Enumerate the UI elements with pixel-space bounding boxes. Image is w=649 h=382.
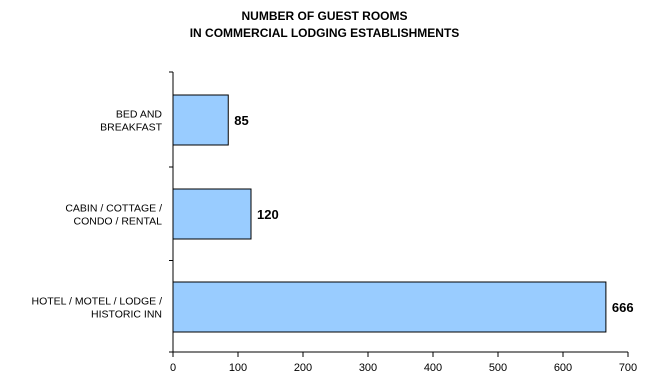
bar-2 bbox=[172, 281, 607, 333]
category-label-2-line-1: HISTORIC INN bbox=[91, 309, 162, 321]
data-label-0: 85 bbox=[234, 113, 248, 128]
x-tick-label-300: 300 bbox=[359, 362, 377, 374]
x-tick-label-200: 200 bbox=[294, 362, 312, 374]
chart-title-line-1: NUMBER OF GUEST ROOMS bbox=[241, 9, 408, 23]
x-tick-label-0: 0 bbox=[170, 362, 176, 374]
x-tick-label-700: 700 bbox=[619, 362, 637, 374]
chart-title-line-2: IN COMMERCIAL LODGING ESTABLISHMENTS bbox=[189, 26, 460, 40]
category-label-1-line-0: CABIN / COTTAGE / bbox=[65, 203, 162, 215]
bar-1 bbox=[172, 188, 252, 240]
x-tick-label-400: 400 bbox=[424, 362, 442, 374]
category-label-0-line-1: BREAKFAST bbox=[100, 122, 162, 134]
data-label-1: 120 bbox=[257, 207, 279, 222]
category-label-0-line-0: BED AND bbox=[116, 109, 163, 121]
x-tick-label-100: 100 bbox=[229, 362, 247, 374]
chart-title: NUMBER OF GUEST ROOMS IN COMMERCIAL LODG… bbox=[0, 8, 649, 42]
bar-0 bbox=[172, 94, 229, 146]
x-tick-label-600: 600 bbox=[554, 362, 572, 374]
x-tick-label-500: 500 bbox=[489, 362, 507, 374]
category-label-2-line-0: HOTEL / MOTEL / LODGE / bbox=[32, 296, 163, 308]
category-label-1-line-1: CONDO / RENTAL bbox=[74, 216, 163, 228]
data-label-2: 666 bbox=[612, 300, 634, 315]
